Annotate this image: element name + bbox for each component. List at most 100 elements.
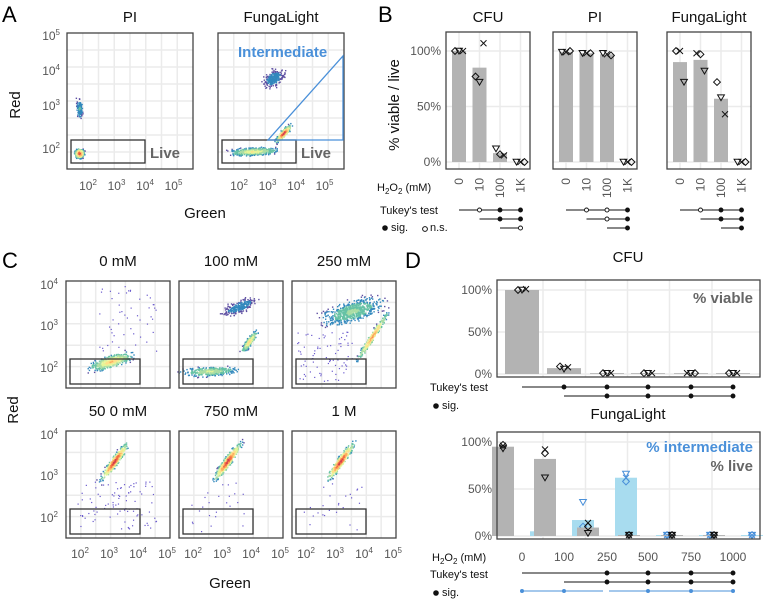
event-dot — [225, 314, 227, 316]
event-dot — [249, 297, 252, 299]
event-dot — [205, 368, 207, 370]
event-dot — [257, 152, 259, 154]
event-dot — [252, 149, 255, 152]
event-dot — [346, 319, 348, 322]
panel-letter-b: B — [378, 2, 393, 27]
event-dot — [337, 313, 339, 316]
event-dot — [353, 315, 356, 317]
event-dot — [285, 131, 287, 133]
event-dot — [278, 77, 280, 79]
event-dot — [104, 466, 106, 469]
event-dot — [96, 479, 98, 481]
event-dot — [366, 314, 368, 317]
event-dot — [112, 365, 114, 367]
event-dot — [237, 154, 240, 156]
event-dot — [131, 351, 134, 354]
event-dot — [136, 315, 139, 317]
event-dot — [277, 73, 280, 76]
event-dot — [328, 321, 330, 323]
event-dot — [369, 341, 371, 344]
event-dot — [378, 324, 380, 326]
event-dot — [265, 148, 268, 151]
event-dot — [338, 324, 340, 326]
event-dot — [364, 308, 367, 310]
event-dot — [80, 106, 83, 108]
event-dot — [197, 372, 200, 374]
tukey-row — [680, 207, 744, 213]
event-dot — [146, 323, 149, 325]
event-dot — [273, 151, 276, 154]
event-dot — [278, 79, 280, 82]
event-dot — [243, 346, 246, 348]
event-dot — [269, 77, 271, 79]
event-dot — [283, 136, 285, 138]
event-dot — [234, 312, 236, 314]
event-dot — [243, 347, 245, 350]
event-dot — [243, 153, 246, 156]
event-dot — [376, 304, 378, 306]
event-dot — [343, 317, 346, 320]
event-dot — [234, 152, 237, 155]
event-dot — [77, 109, 80, 111]
event-dot — [338, 304, 340, 307]
event-dot — [379, 301, 382, 303]
event-dot — [80, 115, 82, 118]
event-dot — [227, 313, 229, 316]
event-dot — [372, 336, 375, 338]
event-dot — [101, 360, 104, 363]
event-dot — [110, 360, 113, 362]
x-tick-label: 103 — [108, 178, 126, 193]
event-dot — [245, 147, 247, 150]
event-dot — [249, 339, 252, 342]
event-dot — [82, 148, 84, 151]
event-dot — [348, 319, 350, 322]
diamond-marker — [520, 157, 529, 167]
event-dot — [274, 77, 276, 79]
event-dot — [121, 452, 123, 454]
event-dot — [232, 367, 234, 370]
event-dot — [373, 301, 375, 303]
event-dot — [232, 303, 234, 306]
event-dot — [357, 318, 359, 321]
event-dot — [386, 312, 388, 314]
event-dot — [213, 370, 215, 373]
event-dot — [238, 308, 240, 310]
event-dot — [124, 314, 126, 316]
event-dot — [268, 80, 270, 83]
event-dot — [289, 125, 291, 128]
x-tick-label: 100 — [600, 178, 614, 198]
event-dot — [253, 336, 256, 338]
event-dot — [250, 343, 252, 345]
event-dot — [99, 346, 101, 348]
event-dot — [124, 349, 126, 352]
event-dot — [345, 318, 347, 321]
event-dot — [331, 306, 334, 308]
event-dot — [240, 153, 242, 155]
event-dot — [355, 303, 357, 305]
event-dot — [326, 322, 328, 325]
event-dot — [242, 349, 244, 352]
x-tick-label: 105 — [316, 178, 334, 193]
event-dot — [324, 311, 326, 314]
event-dot — [241, 152, 243, 154]
event-dot — [331, 316, 333, 318]
event-dot — [266, 76, 268, 78]
x-tick-label: 0 — [673, 178, 687, 185]
event-dot — [347, 342, 349, 344]
event-dot — [229, 315, 232, 317]
event-dot — [78, 151, 81, 154]
plot-title: CFU — [473, 9, 504, 26]
scattered-events — [99, 286, 158, 352]
event-dot — [370, 313, 373, 315]
event-dot — [354, 317, 356, 319]
event-dot — [337, 320, 339, 322]
event-dot — [339, 318, 341, 320]
event-dot — [275, 82, 278, 84]
event-dot — [334, 352, 337, 355]
event-dot — [77, 148, 80, 150]
event-dot — [332, 317, 334, 319]
event-dot — [113, 465, 116, 468]
event-dot — [318, 317, 321, 319]
event-dot — [218, 371, 221, 373]
tukey-row — [700, 216, 744, 222]
